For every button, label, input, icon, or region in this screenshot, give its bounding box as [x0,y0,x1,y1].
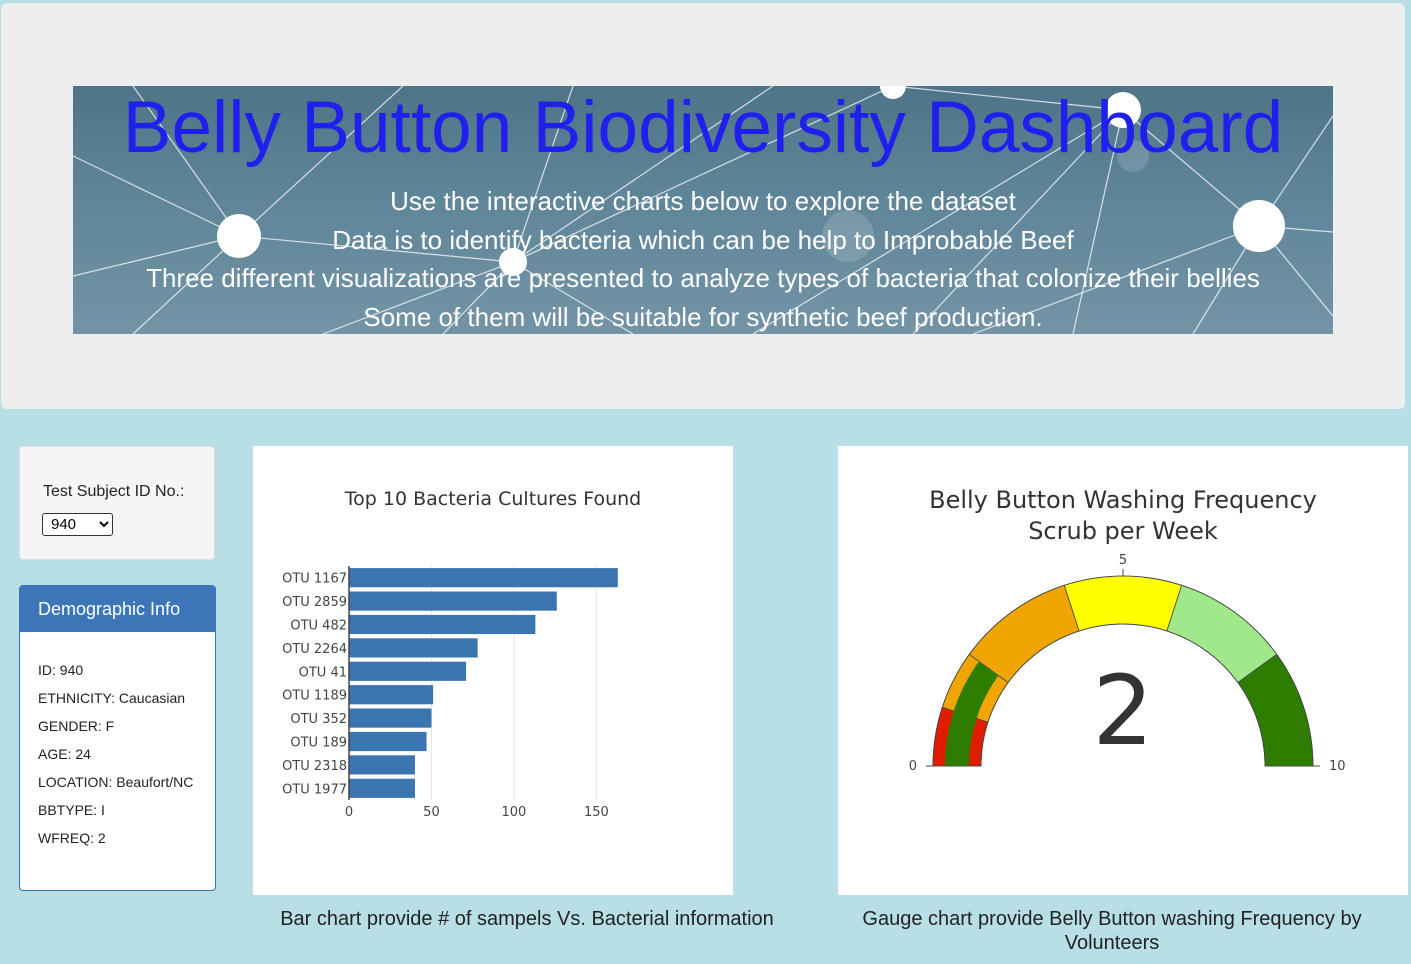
gauge-step-band [1063,575,1183,632]
bar-chart-card: Top 10 Bacteria Cultures Found 0 50 100 150 O… [253,446,733,895]
gauge-chart-card: Belly Button Washing Frequency Scrub per … [838,446,1408,895]
bar-chart-title: Top 10 Bacteria Cultures Found [344,488,641,510]
bar-y-tick-label: OTU 482 [290,619,347,634]
bar-y-tick-label: OTU 2318 [282,759,347,774]
header-banner: Belly Button Biodiversity Dashboard Use … [73,86,1333,334]
bar-y-tick-label: OTU 189 [290,736,347,751]
gauge-chart-title: Belly Button Washing Frequency [929,486,1317,514]
gauge-tick-label: 5 [1119,553,1127,568]
bar-mark [349,708,432,728]
gauge-tick-label: 10 [1329,759,1346,774]
bar-mark [349,614,536,635]
header-line: Some of them will be suitable for synthe… [363,301,1043,332]
bar-mark [349,731,427,752]
gauge-value-number: 2 [1092,655,1153,767]
gauge-chart[interactable]: Belly Button Washing Frequency Scrub per … [838,446,1408,895]
header-line: Use the interactive charts below to expl… [390,186,1016,216]
demographic-info-heading: Demographic Info [20,586,215,632]
demographic-item-bbtype: BBTYPE: I [38,802,105,818]
demographic-item-id: ID: 940 [38,662,84,678]
bar-y-tick-label: OTU 352 [290,712,347,727]
subject-selector-well: Test Subject ID No.: 940 [19,446,215,560]
gauge-chart-caption: Gauge chart provide Belly Button washing… [862,908,1362,954]
bar-chart-caption: Bar chart provide # of sampels Vs. Bacte… [280,908,774,930]
bar-y-tick-label: OTU 2859 [282,595,347,610]
bar-y-tick-label: OTU 1977 [282,782,347,797]
demographic-info-panel: Demographic Info ID: 940 ETHNICITY: Cauc… [19,585,216,891]
demographic-item-gender: GENDER: F [38,718,115,734]
demographic-info-list: ID: 940 ETHNICITY: Caucasian GENDER: F A… [38,662,198,858]
gauge-outline [932,575,1314,767]
bar-mark [349,568,618,588]
header-description: Use the interactive charts below to expl… [73,182,1333,334]
gauge-tick-label: 0 [909,759,917,774]
subject-id-label: Test Subject ID No.: [43,483,185,500]
bar-y-tick-label: OTU 1189 [282,689,347,704]
bar-mark [349,755,415,775]
header-line: Three different visualizations are prese… [146,263,1260,293]
bar-y-tick-label: OTU 1167 [282,572,347,587]
bar-chart[interactable]: Top 10 Bacteria Cultures Found 0 50 100 150 O… [253,446,733,895]
bar-mark [349,591,557,611]
bar-y-tick-label: OTU 2264 [282,642,347,657]
demographic-item-wfreq: WFREQ: 2 [38,830,106,846]
gauge-chart-subtitle: Scrub per Week [1028,517,1218,545]
demographic-item-age: AGE: 24 [38,746,91,762]
bar-y-tick-label: OTU 41 [299,665,347,680]
bar-mark [349,685,434,705]
bar-x-tick-label: 50 [423,805,440,820]
page-title: Belly Button Biodiversity Dashboard [122,87,1284,168]
bar-x-tick-label: 100 [502,805,527,820]
bar-mark [349,638,478,658]
demographic-item-ethnicity: ETHNICITY: Caucasian [38,690,186,706]
bar-x-tick-label: 0 [345,805,353,820]
bar-x-tick-label: 150 [584,805,609,820]
header-line: Data is to identify bacteria which can b… [332,224,1074,255]
demographic-item-location: LOCATION: Beaufort/NC [38,774,194,790]
bar-mark [349,661,467,681]
subject-id-dropdown[interactable]: 940 [42,513,113,536]
network-background-graphic [73,86,1333,334]
bar-mark [349,778,415,798]
gauge-value-bar [945,661,999,766]
